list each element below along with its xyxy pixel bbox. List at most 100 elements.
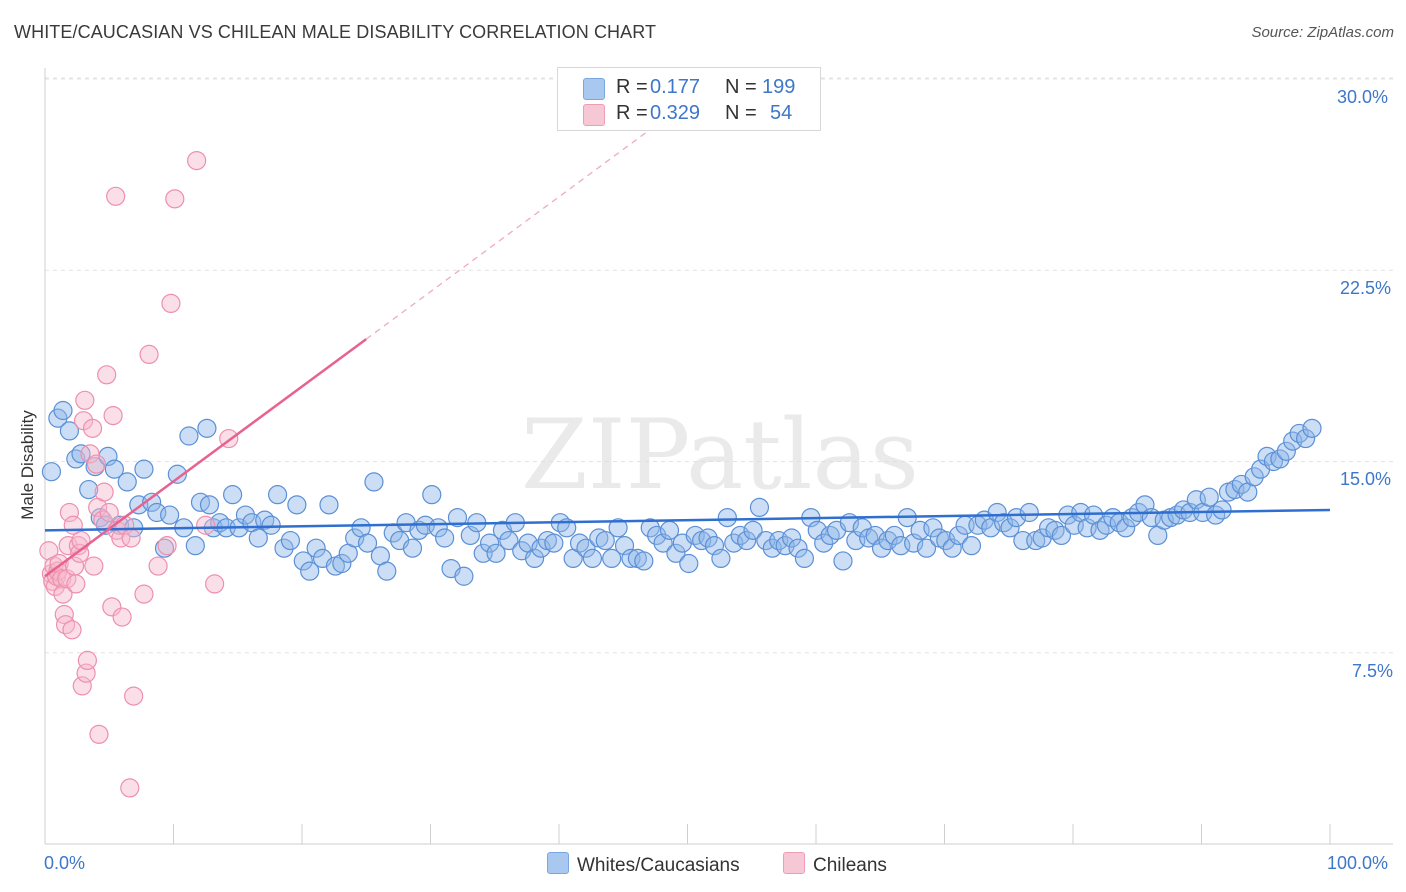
point-chilean <box>205 574 225 594</box>
point-white <box>223 485 243 505</box>
point-chilean <box>75 390 95 410</box>
point-white <box>185 536 205 556</box>
watermark: ZIPatlas <box>521 399 919 511</box>
point-white <box>319 495 339 515</box>
point-white <box>59 421 80 441</box>
point-white <box>1276 441 1296 461</box>
source-label: Source: ZipAtlas.com <box>1251 24 1394 41</box>
trend-lines <box>44 128 1331 578</box>
legend-label-chileans: Chileans <box>813 855 887 876</box>
point-chilean <box>102 597 122 617</box>
y-tick-22-5: 22.5% <box>1340 278 1392 298</box>
point-white <box>1199 487 1219 507</box>
point-chilean <box>52 569 72 589</box>
point-white <box>1116 518 1136 538</box>
point-chilean <box>139 344 159 364</box>
point-white <box>1270 449 1290 469</box>
point-white <box>1000 518 1020 538</box>
trend-line-chileans-extension <box>365 128 652 340</box>
point-white <box>274 538 294 558</box>
point-white <box>936 530 956 551</box>
point-white <box>679 553 699 574</box>
point-white <box>1244 467 1264 487</box>
point-chilean <box>148 556 168 576</box>
point-white <box>1302 418 1322 438</box>
point-chilean <box>124 686 144 706</box>
point-chilean <box>53 584 73 604</box>
legend-r-value: 0.329 <box>650 102 701 124</box>
point-white <box>167 464 187 484</box>
x-tick-max: 100.0% <box>1327 853 1389 873</box>
trend-line-chileans <box>44 338 367 578</box>
point-white <box>814 533 834 553</box>
point-white <box>104 459 124 479</box>
point-white <box>345 528 365 548</box>
point-white <box>582 548 603 569</box>
point-white <box>486 543 506 563</box>
point-white <box>235 505 256 525</box>
point-white <box>142 492 162 512</box>
point-white <box>199 495 220 515</box>
point-white <box>1295 428 1316 449</box>
point-white <box>154 538 175 558</box>
point-white <box>1090 520 1110 540</box>
point-white <box>287 495 307 515</box>
legend-stats: R = 0.177 N = 199 R = 0.329 N = 54 <box>557 67 821 131</box>
point-chilean <box>103 406 123 426</box>
point-white <box>409 520 429 540</box>
point-white <box>1019 502 1039 523</box>
legend-r-label: R = <box>616 102 648 124</box>
point-white <box>647 525 667 546</box>
point-white <box>454 566 474 586</box>
trend-line-whites <box>44 508 1331 532</box>
legend-item-chileans: Chileans <box>783 852 887 877</box>
point-chilean <box>77 650 98 671</box>
point-chilean <box>106 186 126 206</box>
point-chilean <box>134 584 154 604</box>
series-chileans <box>39 151 239 798</box>
point-white <box>422 485 442 505</box>
point-white <box>402 538 423 558</box>
legend-n-label: N = <box>725 102 757 124</box>
point-white <box>41 462 62 482</box>
point-white <box>923 518 943 538</box>
point-chilean <box>165 189 185 209</box>
point-white <box>788 538 808 558</box>
point-chilean <box>112 607 132 627</box>
point-white <box>1045 520 1065 540</box>
point-white <box>1051 525 1072 546</box>
point-chilean <box>89 724 109 744</box>
point-white <box>833 551 853 571</box>
point-white <box>447 507 468 528</box>
legend-n-label: N = <box>725 76 757 98</box>
point-white <box>698 528 718 548</box>
point-white <box>711 548 731 569</box>
point-white <box>79 479 99 500</box>
point-white <box>916 538 937 558</box>
legend-swatch-chileans <box>583 104 605 126</box>
point-white <box>544 533 564 553</box>
point-chilean <box>97 365 117 385</box>
point-white <box>794 548 815 569</box>
point-white <box>878 530 898 551</box>
point-white <box>364 472 384 492</box>
point-white <box>66 449 86 469</box>
point-white <box>666 543 686 563</box>
point-white <box>255 510 275 530</box>
x-tick-min: 0.0% <box>44 853 86 873</box>
point-white <box>531 538 551 558</box>
axes <box>44 68 1393 845</box>
point-chilean <box>94 482 114 502</box>
point-white <box>306 538 326 558</box>
point-white <box>179 426 199 446</box>
point-white <box>53 400 73 421</box>
point-white <box>160 505 180 525</box>
point-chilean <box>99 502 119 523</box>
point-chilean <box>121 528 141 548</box>
legend-item-whites: Whites/Caucasians <box>547 852 740 877</box>
point-white <box>197 418 217 438</box>
point-chilean <box>62 620 82 640</box>
point-white <box>608 518 628 538</box>
point-chilean <box>161 293 181 313</box>
